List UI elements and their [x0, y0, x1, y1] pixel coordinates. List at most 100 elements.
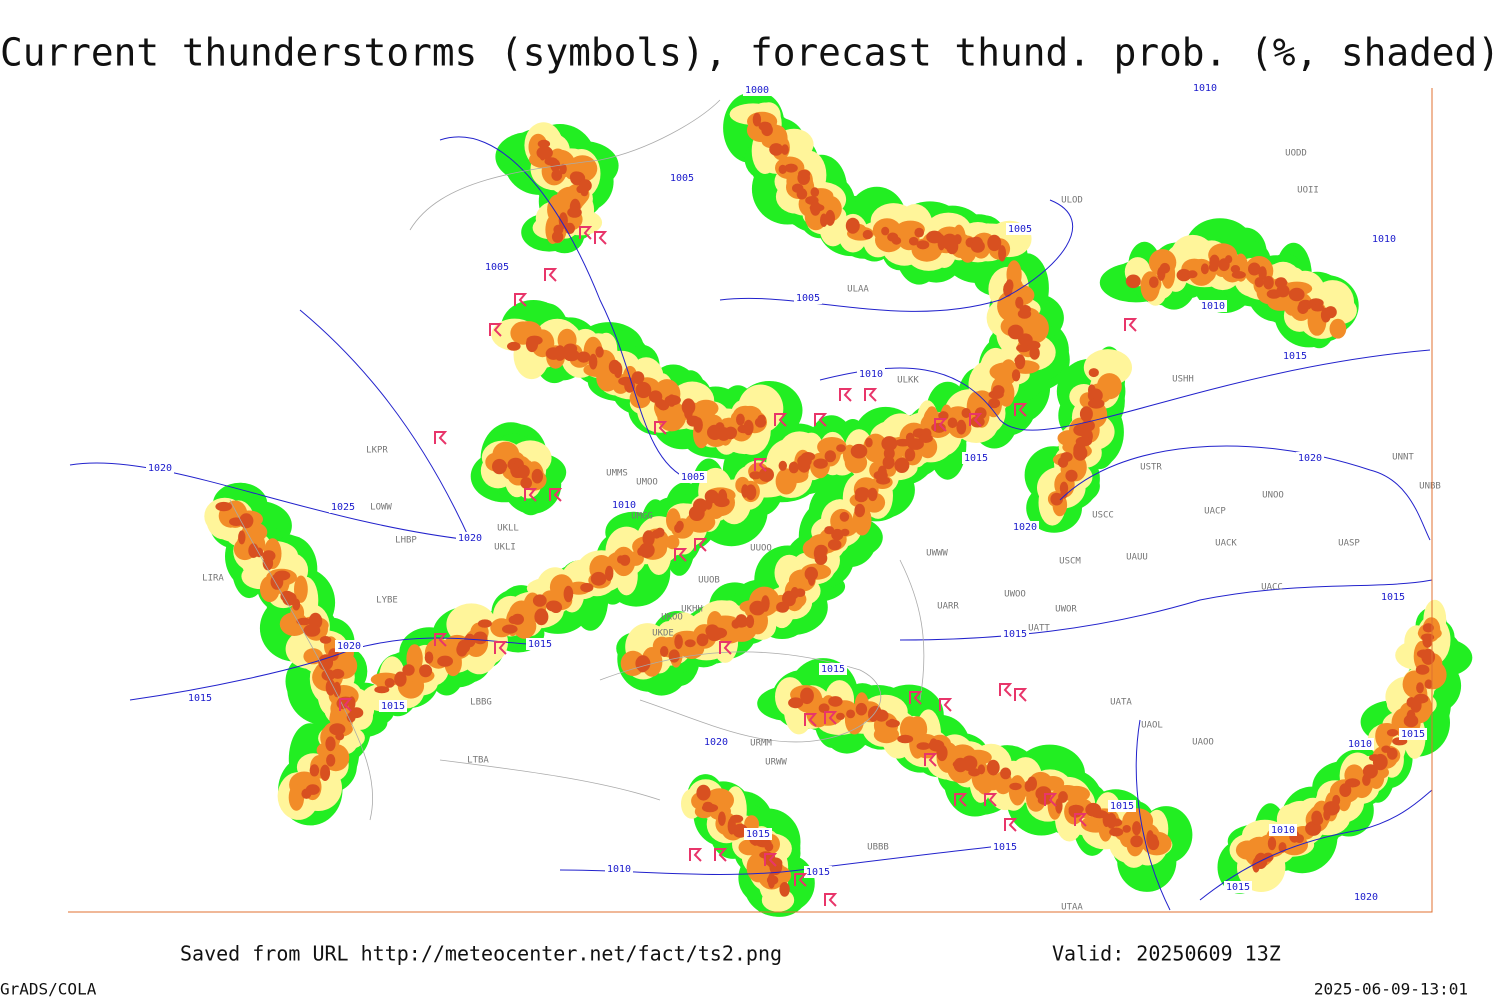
- storm-symbol: [939, 698, 953, 712]
- station-label: USCC: [1092, 511, 1114, 521]
- storm-symbol: [999, 683, 1013, 697]
- shade-blob: [402, 664, 415, 676]
- shade-blob: [631, 371, 645, 384]
- isobar-label: 1020: [337, 641, 361, 652]
- shade-blob: [790, 587, 799, 599]
- isobar-line: [819, 349, 1431, 431]
- shade-blob: [320, 764, 331, 781]
- shade-blob: [294, 575, 308, 603]
- shade-blob: [1231, 271, 1246, 279]
- shade-blob: [346, 712, 356, 723]
- shade-blob: [1147, 836, 1160, 851]
- storm-symbol: [1014, 688, 1028, 702]
- storm-symbols: [339, 226, 1138, 907]
- storm-symbol: [494, 641, 508, 655]
- shade-blob: [668, 649, 680, 663]
- saved-url: Saved from URL http://meteocenter.net/fa…: [180, 942, 782, 966]
- station-label: UNNT: [1392, 453, 1414, 463]
- isobar-label-bg: [1001, 628, 1029, 640]
- isobar-label-bg: [819, 663, 847, 675]
- shade-blob: [394, 671, 407, 687]
- shade-blob: [814, 544, 828, 557]
- shade-blob: [589, 353, 598, 370]
- isobar-label: 1000: [745, 85, 769, 96]
- storm-symbol: [924, 753, 938, 767]
- shade-blob: [558, 212, 568, 229]
- isobar-label: 1020: [148, 463, 172, 474]
- shade-blob: [567, 207, 582, 218]
- storm-symbol: [909, 691, 923, 705]
- shade-blob: [1254, 277, 1264, 288]
- shade-blob: [1008, 775, 1027, 806]
- isobar-label-bg: [186, 692, 214, 704]
- shade-blob: [865, 437, 873, 448]
- shade-blob: [424, 651, 434, 664]
- shade-blob: [1065, 469, 1078, 482]
- shade-blob: [457, 639, 471, 654]
- shade-blob: [1087, 398, 1105, 409]
- shade-blob: [1345, 778, 1361, 788]
- station-label: ULAA: [847, 285, 869, 295]
- isobar-line: [719, 199, 1073, 312]
- isobar-label-bg: [610, 499, 638, 511]
- shade-blob: [1415, 664, 1430, 675]
- shade-blob: [507, 341, 521, 351]
- isobar-label-bg: [1006, 223, 1034, 235]
- isobar-label-bg: [1199, 300, 1227, 312]
- shade-blob: [492, 458, 507, 475]
- shade-blob: [1079, 406, 1093, 422]
- shade-blob: [961, 755, 978, 772]
- storm-symbol: [774, 413, 788, 427]
- shade-blob: [667, 394, 677, 407]
- isobar-label: 1015: [1283, 351, 1307, 362]
- timestamp: 2025-06-09-13:01: [1314, 980, 1468, 999]
- isobar-label-bg: [1281, 350, 1309, 362]
- station-label: UMGG: [631, 512, 653, 522]
- shade-blob: [820, 213, 828, 227]
- shade-blob: [517, 464, 530, 479]
- shade-blob: [1125, 274, 1141, 289]
- shade-blob: [717, 489, 728, 505]
- isobar-label: 1005: [670, 173, 694, 184]
- shade-blob: [319, 636, 332, 644]
- shade-blob: [1295, 834, 1304, 843]
- shade-blob: [836, 444, 846, 452]
- shade-blob: [642, 530, 655, 547]
- station-label: UUOB: [698, 576, 720, 586]
- shade-blob: [309, 764, 320, 777]
- shade-blob: [1159, 262, 1171, 274]
- shade-blob: [262, 555, 274, 571]
- station-label: LOWW: [370, 503, 392, 513]
- isobar-label: 1015: [1110, 801, 1134, 812]
- isobar-line: [899, 579, 1433, 641]
- coastline: [899, 559, 925, 701]
- station-label: UKOO: [661, 613, 683, 623]
- isobar-label-bg: [526, 638, 554, 650]
- isobar-label-bg: [744, 828, 772, 840]
- storm-symbol: [1014, 403, 1028, 417]
- shade-blob: [1381, 745, 1391, 753]
- shade-blob: [1421, 633, 1435, 641]
- shade-blob: [1132, 821, 1142, 836]
- station-label: USCM: [1059, 557, 1081, 567]
- shade-blob: [757, 414, 766, 424]
- isobar-label: 1015: [746, 829, 770, 840]
- coastline: [599, 651, 882, 743]
- isobar-label-bg: [1379, 591, 1407, 603]
- isobar-label: 1010: [612, 500, 636, 511]
- storm-symbol: [714, 848, 728, 862]
- shade-blob: [419, 664, 433, 678]
- shade-blob: [824, 526, 835, 535]
- shade-blob: [660, 646, 669, 657]
- shade-blob: [697, 414, 723, 428]
- station-label: UATT: [1028, 624, 1050, 634]
- isobar-label-bg: [456, 532, 484, 544]
- isobar-label-bg: [668, 172, 696, 184]
- coastlines: [229, 99, 925, 821]
- shade-blob: [745, 614, 755, 629]
- shade-blob: [532, 594, 547, 607]
- storm-symbol: [544, 268, 558, 282]
- shade-blob: [473, 631, 488, 645]
- shade-blob: [725, 427, 737, 437]
